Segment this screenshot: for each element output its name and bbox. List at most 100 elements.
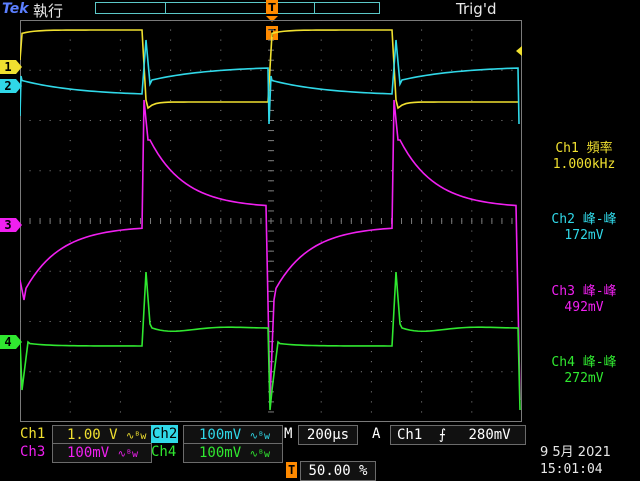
measurement-ch4-peak-to-peak[interactable]: Ch4 峰-峰 272mV	[528, 355, 640, 387]
grid-dot	[250, 170, 252, 172]
run-state[interactable]: 執行	[33, 2, 64, 20]
grid-dot	[320, 49, 322, 51]
ch4-marker[interactable]: 4	[0, 335, 22, 349]
grid-dot	[280, 321, 282, 322]
grid-dot	[421, 260, 423, 262]
grid-dot	[119, 20, 121, 21]
grid-dot	[79, 270, 81, 272]
grid-dot	[119, 280, 121, 282]
grid-dot	[320, 130, 322, 132]
grid-dot	[69, 190, 71, 192]
grid-dot	[119, 260, 121, 262]
grid-dot	[390, 371, 392, 373]
rising-edge-icon: ⨍	[438, 427, 447, 443]
grid-dot	[370, 190, 372, 192]
grid-dot	[180, 321, 182, 322]
grid-dot	[99, 321, 101, 322]
grid-dot	[210, 270, 212, 272]
grid-dot	[421, 401, 423, 403]
grid-dot	[491, 170, 493, 172]
grid-dot	[170, 300, 172, 302]
grid-dot	[350, 120, 352, 121]
grid-dot	[501, 120, 503, 121]
grid-dot	[119, 240, 121, 242]
grid-dot	[421, 341, 423, 343]
ch2-scale: 100mV	[199, 427, 242, 443]
grid-dot	[380, 69, 382, 71]
grid-dot	[79, 120, 81, 121]
grid-dot	[250, 270, 252, 272]
measurement-ch2-peak-to-peak[interactable]: Ch2 峰-峰 172mV	[528, 212, 640, 244]
grid-dot	[119, 49, 121, 51]
grid-dot	[99, 170, 101, 172]
grid-dot	[471, 381, 473, 383]
ch1-scale-box[interactable]: 1.00 V ∿ᴮw	[52, 425, 152, 445]
ch2-marker[interactable]: 2	[0, 79, 22, 93]
grid-dot	[471, 230, 473, 232]
grid-dot	[441, 69, 443, 71]
grid-dot	[421, 130, 423, 132]
grid-dot	[471, 109, 473, 111]
grid-dot	[220, 270, 222, 272]
ch1-label[interactable]: Ch1	[20, 426, 46, 442]
grid-dot	[109, 69, 111, 71]
grid-dot	[220, 49, 222, 51]
grid-dot	[471, 270, 473, 272]
grid-dot	[170, 411, 172, 413]
ch1-marker[interactable]: 1	[0, 60, 22, 74]
grid-dot	[421, 230, 423, 232]
ch4-scale-box[interactable]: 100mV ∿ᴮw	[183, 443, 283, 463]
ch3-label[interactable]: Ch3	[20, 444, 46, 460]
ch4-trace	[20, 271, 521, 411]
grid-dot	[350, 270, 352, 272]
ch3-scale-box[interactable]: 100mV ∿ᴮw	[52, 443, 152, 463]
grid-dot	[330, 170, 332, 172]
grid-dot	[471, 341, 473, 343]
grid-dot	[89, 69, 91, 71]
measurement-ch1-frequency[interactable]: Ch1 頻率 1.000kHz	[528, 141, 640, 173]
grid-dot	[190, 371, 192, 373]
grid-dot	[421, 160, 423, 162]
waveform-display[interactable]	[20, 20, 522, 422]
grid-dot	[79, 321, 81, 322]
grid-dot	[360, 120, 362, 121]
measurement-ch3-peak-to-peak[interactable]: Ch3 峰-峰 492mV	[528, 284, 640, 316]
trigger-position-readout[interactable]: 50.00 %	[300, 461, 376, 481]
grid-dot	[511, 321, 513, 322]
grid-dot	[320, 401, 322, 403]
trigger-readout[interactable]: Ch1 ⨍ 280mV	[390, 425, 526, 445]
grid-dot	[200, 120, 202, 121]
grid-dot	[190, 321, 192, 322]
grid-dot	[170, 381, 172, 383]
grid-dot	[160, 120, 162, 121]
grid-dot	[69, 49, 71, 51]
grid-dot	[69, 260, 71, 262]
ch3-marker[interactable]: 3	[0, 218, 22, 232]
grid-dot	[421, 250, 423, 252]
grid-dot	[501, 69, 503, 71]
ch2-label[interactable]: Ch2	[151, 425, 179, 443]
grid-dot	[69, 411, 71, 413]
grid-dot	[320, 79, 322, 81]
grid-dot	[320, 20, 322, 21]
grid-dot	[49, 170, 51, 172]
ch2-scale-box[interactable]: 100mV ∿ᴮw	[183, 425, 283, 445]
grid-dot	[340, 120, 342, 121]
grid-dot	[401, 371, 403, 373]
ch4-label[interactable]: Ch4	[151, 444, 177, 460]
grid-dot	[69, 120, 71, 121]
grid-dot	[129, 120, 131, 121]
measurement-title: Ch4 峰-峰	[551, 355, 617, 370]
grid-dot	[431, 321, 433, 322]
grid-dot	[421, 351, 423, 353]
grid-dot	[310, 321, 312, 322]
grid-dot	[69, 361, 71, 363]
grid-dot	[240, 170, 242, 172]
grid-dot	[421, 79, 423, 81]
grid-dot	[240, 270, 242, 272]
grid-dot	[139, 69, 141, 71]
grid-dot	[89, 371, 91, 373]
trigger-level-marker	[516, 46, 522, 56]
grid-dot	[421, 120, 423, 121]
timebase-readout[interactable]: 200µs	[298, 425, 358, 445]
